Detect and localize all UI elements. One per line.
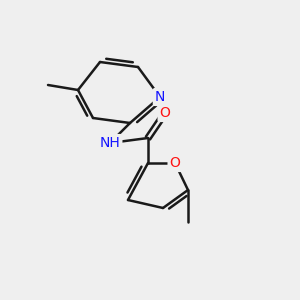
Text: O: O	[169, 156, 180, 170]
Text: NH: NH	[100, 136, 120, 150]
Text: N: N	[155, 90, 165, 104]
Text: O: O	[160, 106, 170, 120]
